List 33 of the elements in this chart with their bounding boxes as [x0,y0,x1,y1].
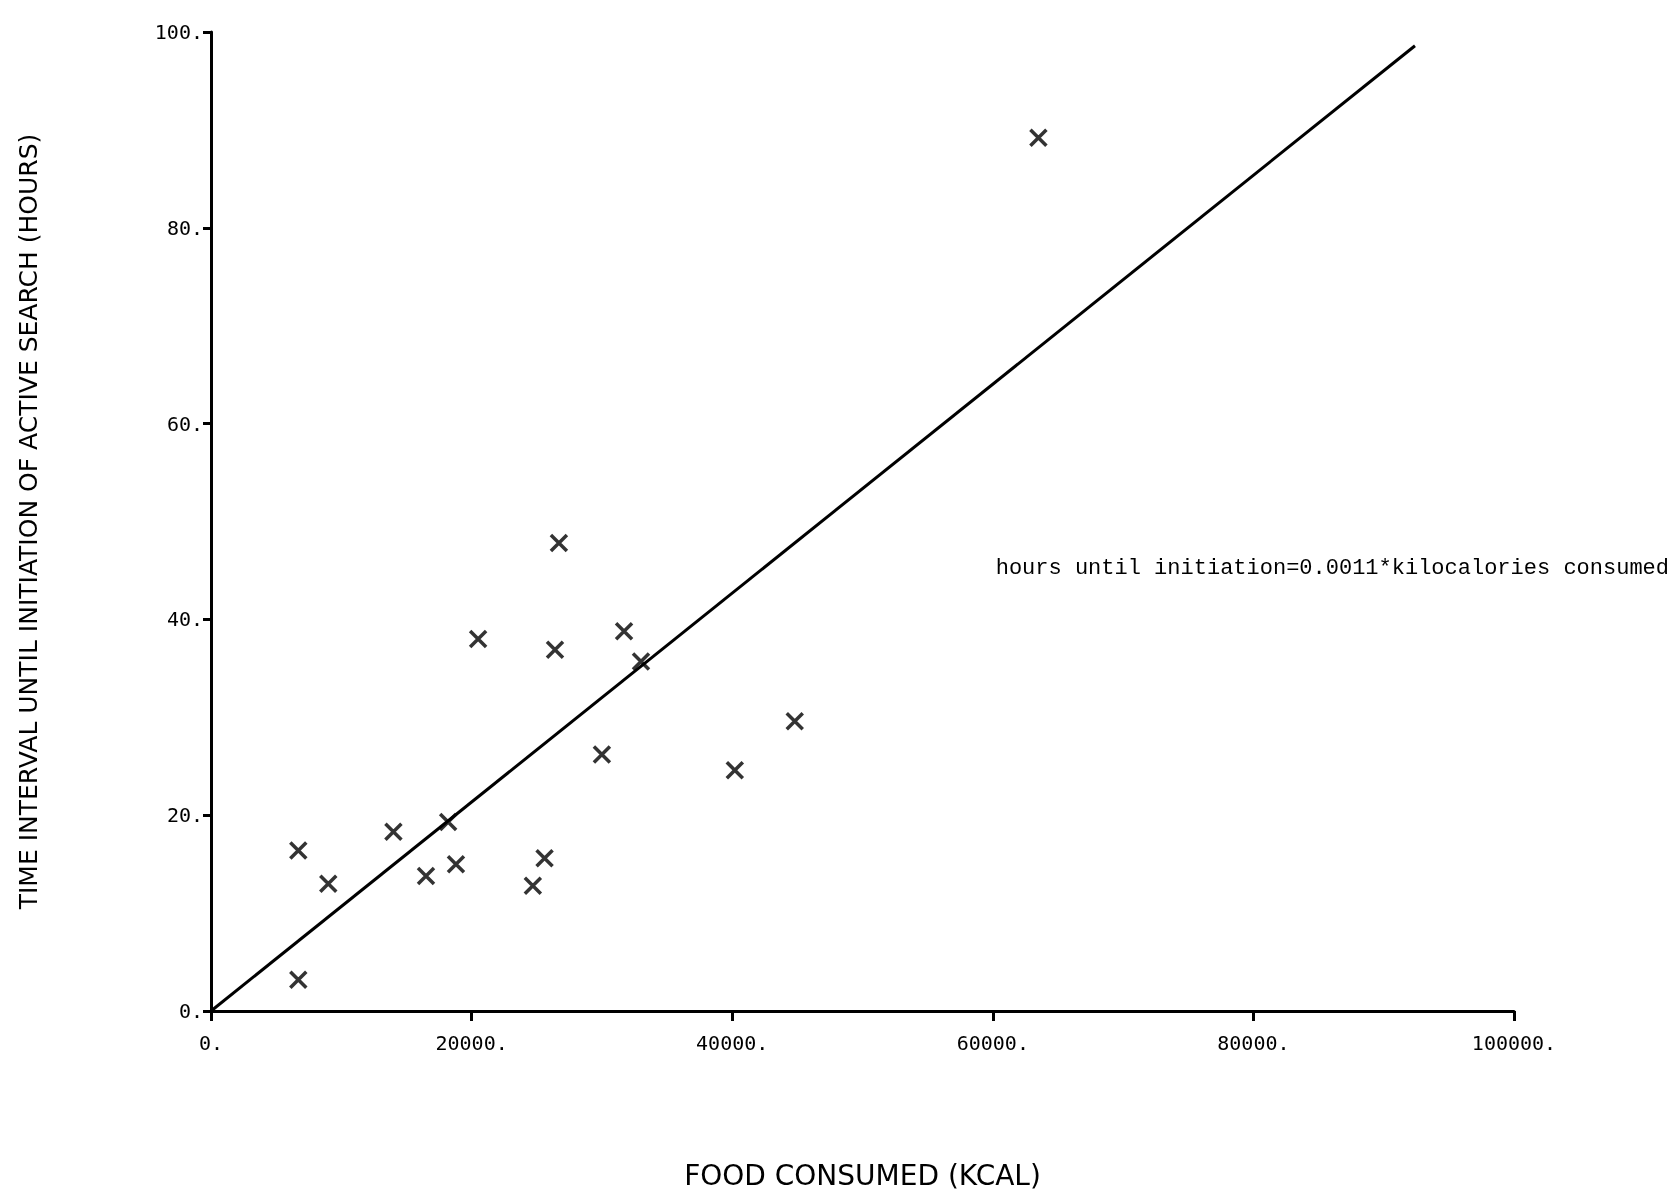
x-axis-title: FOOD CONSUMED (KCAL) [684,1158,1041,1192]
point [318,873,339,894]
point [545,640,565,660]
y-tick-label: 100. [154,20,203,44]
point [534,848,555,869]
point [631,651,651,672]
point [614,621,634,641]
point [1028,127,1049,148]
y-tick-label: 20. [166,803,203,828]
point [438,812,458,832]
point [725,760,745,780]
y-axis-title: TIME INTERVAL UNTIL INITIATION OF ACTIVE SEARCH (HOURS) [14,133,43,911]
annotation: hours until initiation=0.0011*kilocalories consumed [995,555,1669,581]
x-tick-label: 80000. [1217,1031,1290,1055]
x-tick-label: 100000. [1471,1031,1557,1055]
point [288,840,309,861]
y-tick-label: 40. [166,607,203,632]
y-tick-label: 80. [166,215,203,240]
x-tick-label: 60000. [956,1031,1029,1055]
point [468,629,488,649]
point [549,533,569,553]
y-tick-label: 60. [166,411,203,436]
x-tick-label: 20000. [435,1031,508,1055]
x-tick-label: 0. [198,1031,224,1055]
point [592,744,612,765]
point [784,711,805,731]
point [523,875,543,896]
x-tick-label: 40000. [696,1031,769,1055]
point [383,822,404,842]
point [446,854,466,874]
point [288,969,309,990]
point [416,866,436,886]
y-tick-label: 0. [178,999,203,1023]
